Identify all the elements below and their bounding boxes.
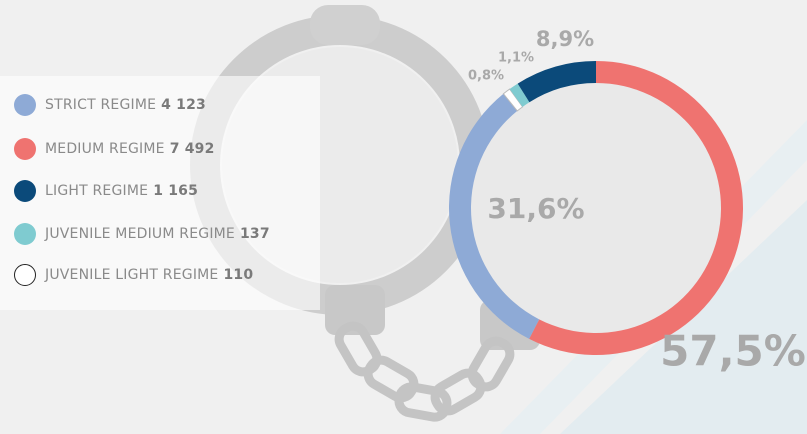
legend-label: LIGHT REGIME — [45, 183, 149, 199]
legend-label: JUVENILE LIGHT REGIME — [45, 267, 219, 283]
legend-swatch — [14, 94, 36, 116]
legend-swatch — [14, 138, 36, 160]
donut-slice — [449, 93, 540, 339]
percent-label: 1,1% — [498, 51, 534, 66]
donut-slice — [517, 61, 596, 103]
cuff-lock — [325, 285, 385, 335]
percent-label: 0,8% — [468, 69, 504, 84]
legend-panel — [0, 76, 320, 310]
legend-count: 1 165 — [153, 183, 199, 199]
legend-item: JUVENILE LIGHT REGIME 110 — [14, 262, 253, 288]
legend-item: MEDIUM REGIME 7 492 — [14, 136, 215, 162]
legend-swatch — [14, 180, 36, 202]
percent-label: 57,5% — [660, 327, 806, 376]
legend-label: STRICT REGIME — [45, 97, 157, 113]
legend-item: STRICT REGIME 4 123 — [14, 92, 206, 118]
percent-label: 8,9% — [536, 27, 594, 51]
legend-count: 7 492 — [169, 141, 215, 157]
donut-slice — [509, 83, 530, 107]
cuff-nub — [310, 5, 380, 45]
legend-item: LIGHT REGIME 1 165 — [14, 178, 198, 204]
donut-slice — [529, 61, 743, 355]
donut-center — [468, 80, 724, 336]
legend-label: MEDIUM REGIME — [45, 141, 165, 157]
legend-swatch — [14, 264, 36, 286]
legend-item: JUVENILE MEDIUM REGIME 137 — [14, 221, 270, 247]
chain — [334, 321, 515, 422]
legend-swatch — [14, 223, 36, 245]
legend-count: 110 — [223, 267, 254, 283]
legend-label: JUVENILE MEDIUM REGIME — [45, 226, 235, 242]
percent-label: 31,6% — [487, 192, 584, 225]
legend-count: 137 — [239, 226, 270, 242]
legend-count: 4 123 — [161, 97, 206, 113]
